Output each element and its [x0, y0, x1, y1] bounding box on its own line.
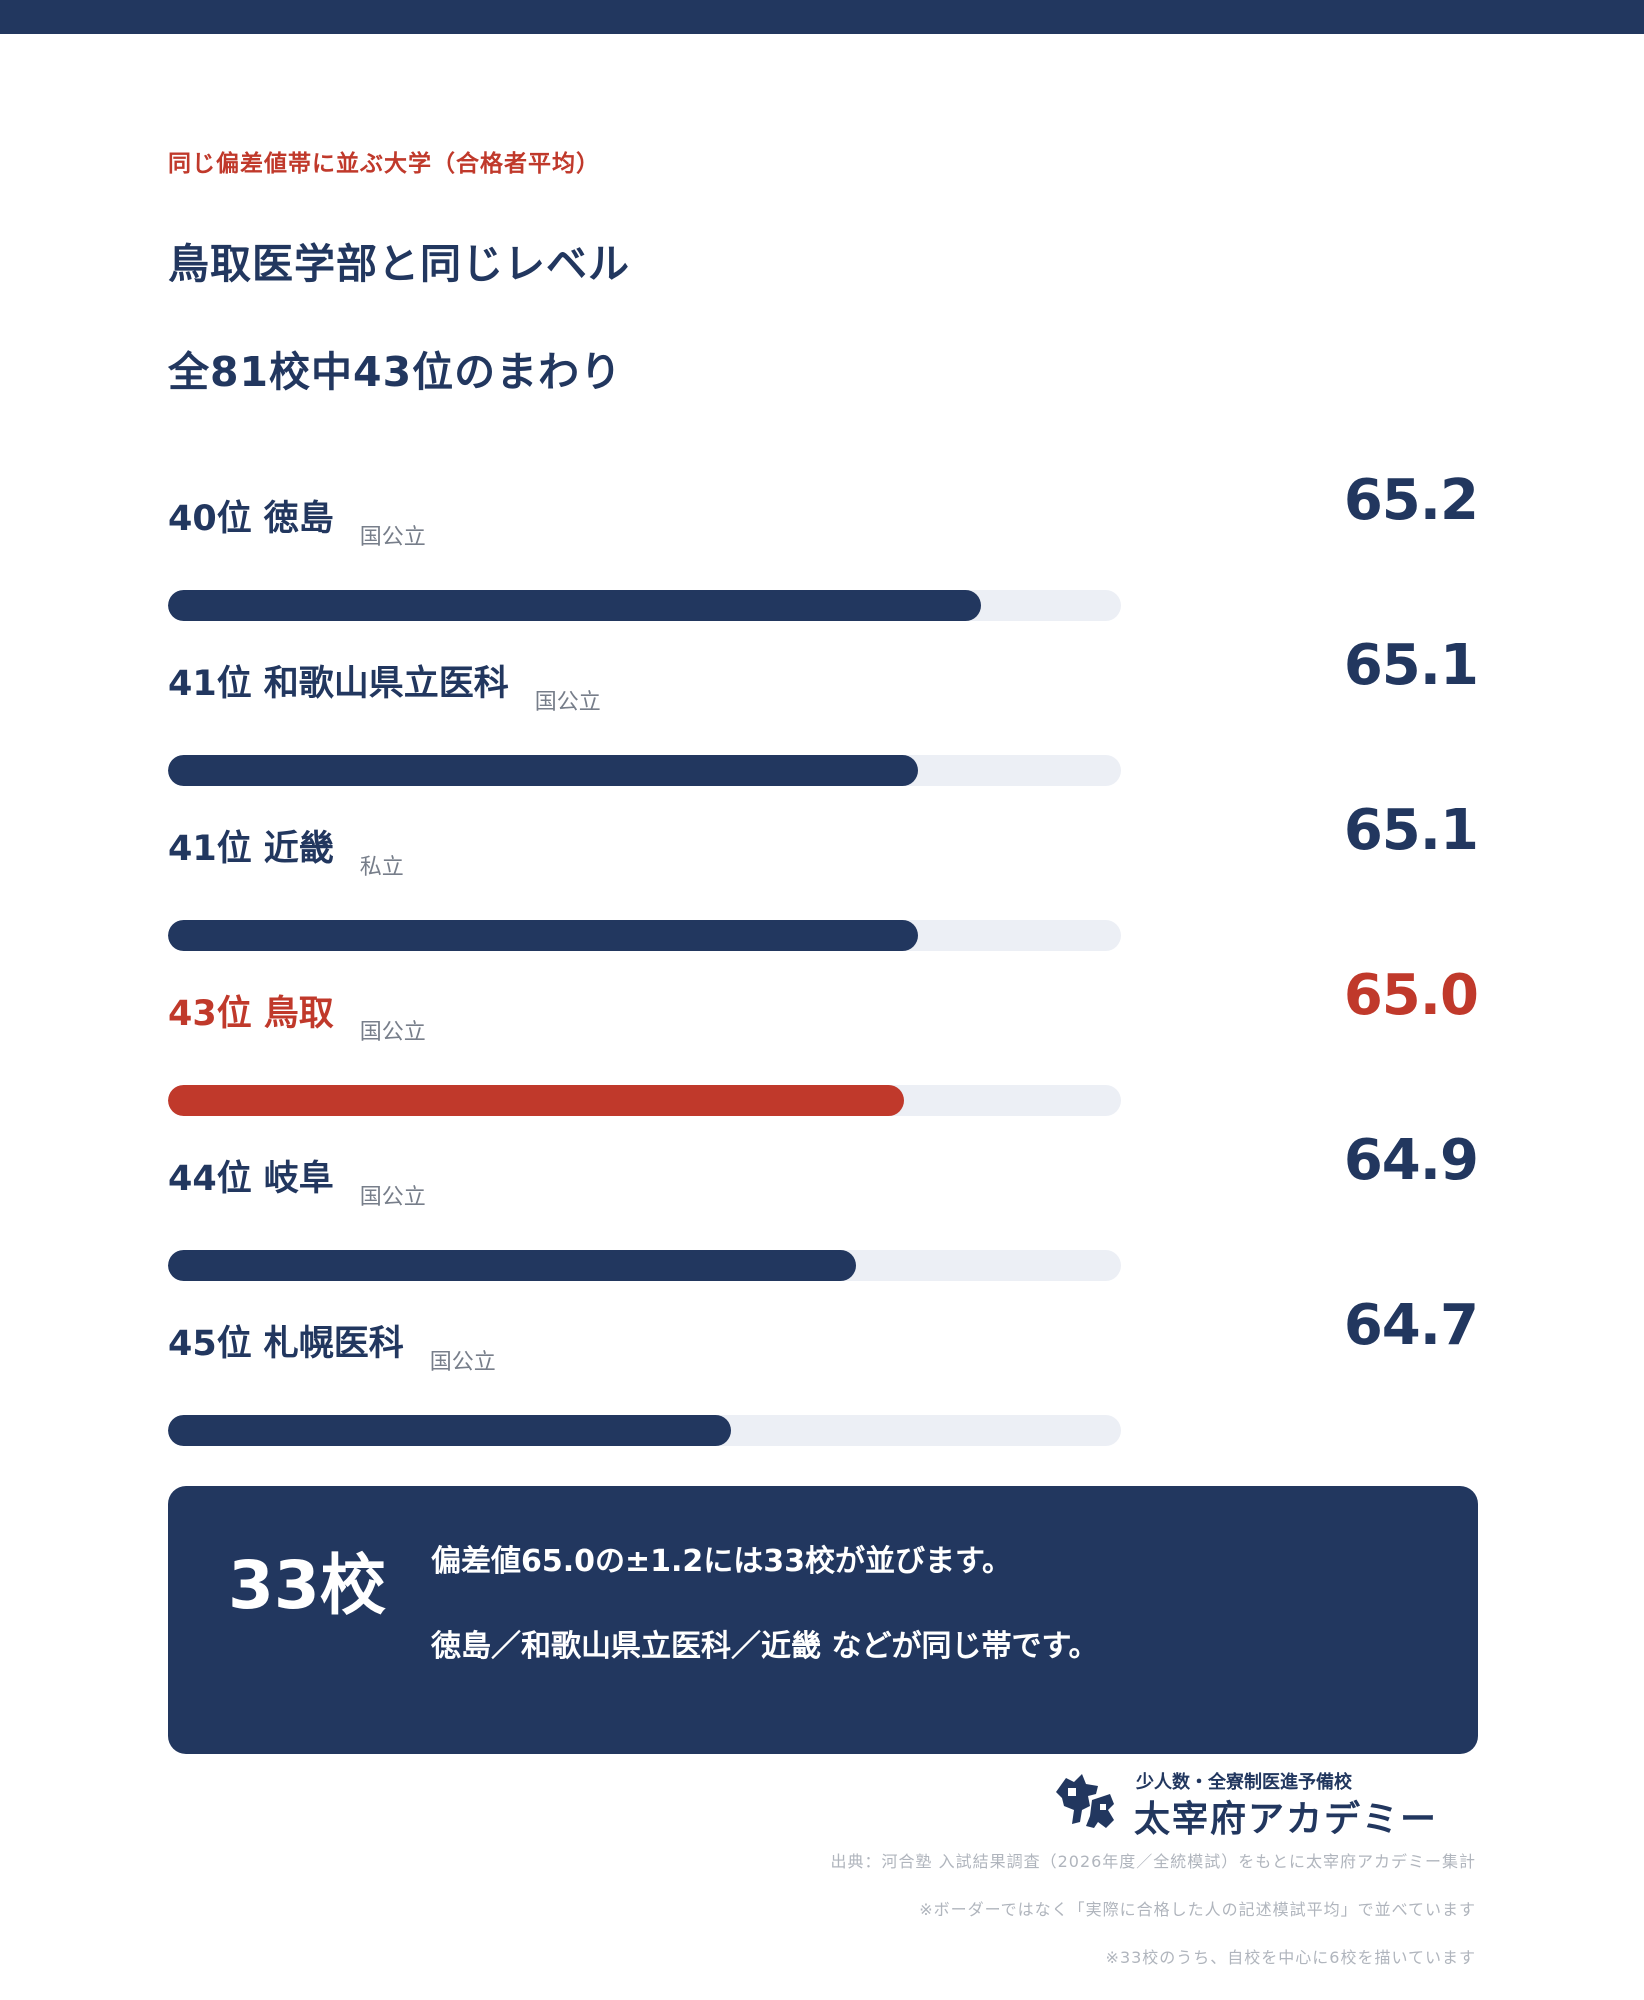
bar-fill — [168, 920, 918, 951]
value-label: 65.1 — [1343, 798, 1479, 863]
school-type: 国公立 — [534, 690, 601, 715]
school-name: 徳島 — [263, 499, 334, 539]
bar-fill — [168, 755, 918, 786]
chart-row-highlighted: 43位 鳥取 国公立 65.0 — [168, 945, 1479, 1116]
rank-label: 43位 — [168, 994, 252, 1034]
value-label: 65.2 — [1343, 468, 1479, 533]
bar-track — [168, 920, 1121, 951]
school-name: 近畿 — [263, 829, 334, 869]
school-type: 国公立 — [359, 1020, 426, 1045]
logo-tagline: 少人数・全寮制医進予備校 — [1136, 1772, 1352, 1793]
school-name: 岐阜 — [263, 1159, 334, 1199]
bar-fill — [168, 1250, 857, 1281]
bar-track — [168, 1415, 1121, 1446]
bar-fill — [168, 1085, 904, 1116]
page-subtitle: 全81校中43位のまわり — [168, 348, 623, 396]
bar-track — [168, 1085, 1121, 1116]
rank-label: 44位 — [168, 1159, 252, 1199]
school-name: 和歌山県立医科 — [263, 664, 509, 704]
bar-fill — [168, 1415, 732, 1446]
value-label: 65.0 — [1343, 963, 1479, 1028]
chart-row: 45位 札幌医科 国公立 64.7 — [168, 1275, 1479, 1446]
ranking-bar-chart: 40位 徳島 国公立 65.2 41位 和歌山県立医科 国公立 65.1 41位 近畿 私立… — [168, 450, 1479, 1446]
value-label: 64.9 — [1343, 1128, 1479, 1193]
school-type: 私立 — [359, 855, 404, 880]
school-type: 国公立 — [359, 1185, 426, 1210]
academy-logo: 少人数・全寮制医進予備校 太宰府アカデミー — [1052, 1768, 1480, 1840]
method-note: ※ボーダーではなく「実際に合格した人の記述模試平均」で並べています — [919, 1900, 1476, 1919]
summary-line-1: 偏差値65.0の±1.2には33校が並びます。 — [431, 1544, 1013, 1579]
summary-box: 33校 偏差値65.0の±1.2には33校が並びます。 徳島／和歌山県立医科／近… — [168, 1486, 1478, 1754]
value-label: 64.7 — [1343, 1293, 1479, 1358]
rank-label: 41位 — [168, 664, 252, 704]
footnotes: 出典：河合塾 入試結果調査（2026年度／全統模試）をもとに太宰府アカデミー集計… — [831, 1848, 1477, 1992]
value-label: 65.1 — [1343, 633, 1479, 698]
chart-row: 41位 近畿 私立 65.1 — [168, 780, 1479, 951]
school-name: 鳥取 — [263, 994, 334, 1034]
chart-row: 41位 和歌山県立医科 国公立 65.1 — [168, 615, 1479, 786]
bar-track — [168, 1250, 1121, 1281]
chart-row: 40位 徳島 国公立 65.2 — [168, 450, 1479, 621]
bar-track — [168, 590, 1121, 621]
summary-count: 33校 — [228, 1547, 386, 1624]
bar-track — [168, 755, 1121, 786]
school-name: 札幌医科 — [263, 1324, 404, 1364]
rank-label: 40位 — [168, 499, 252, 539]
horse-logo-icon — [1056, 1774, 1114, 1828]
bar-fill — [168, 590, 981, 621]
top-accent-bar — [0, 0, 1644, 34]
summary-line-2: 徳島／和歌山県立医科／近畿 などが同じ帯です。 — [431, 1629, 1099, 1664]
scope-note: ※33校のうち、自校を中心に6校を描いています — [1105, 1948, 1476, 1967]
eyebrow-label: 同じ偏差値帯に並ぶ大学（合格者平均） — [168, 151, 600, 177]
source-note: 出典：河合塾 入試結果調査（2026年度／全統模試）をもとに太宰府アカデミー集計 — [830, 1852, 1476, 1871]
school-type: 国公立 — [429, 1350, 496, 1375]
chart-row: 44位 岐阜 国公立 64.9 — [168, 1110, 1479, 1281]
logo-name: 太宰府アカデミー — [1134, 1798, 1439, 1840]
rank-label: 41位 — [168, 829, 252, 869]
school-type: 国公立 — [359, 525, 426, 550]
page-title: 鳥取医学部と同じレベル — [168, 240, 630, 288]
rank-label: 45位 — [168, 1324, 252, 1364]
